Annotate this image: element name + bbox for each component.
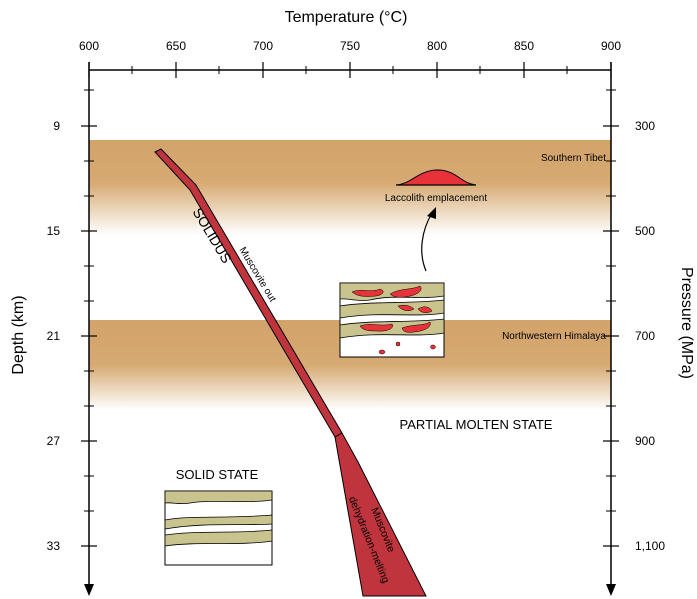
depth-tick-label: 27 (47, 434, 61, 448)
left-axis-arrow (84, 584, 94, 596)
pressure-tick-label: 500 (635, 224, 655, 238)
depth-tick-label: 21 (47, 329, 61, 343)
band-label-northwestern-himalaya: Northwestern Himalaya (502, 331, 606, 342)
pressure-tick-label: 300 (635, 119, 655, 133)
partial-melt-rock-box (339, 282, 445, 358)
temperature-tick-label: 650 (166, 39, 186, 53)
temperature-axis: 600 650 700 750 800 850 900 (79, 39, 621, 78)
solid-state-rock-box (164, 490, 273, 566)
ascent-arrow-head (427, 207, 436, 219)
pressure-tick-label: 700 (635, 329, 655, 343)
pressure-tick-label: 1,100 (635, 539, 665, 553)
right-axis-arrow (606, 584, 616, 596)
temperature-tick-label: 750 (340, 39, 360, 53)
depth-tick-label: 15 (47, 224, 61, 238)
laccolith-shape (395, 169, 477, 186)
depth-tick-label: 9 (53, 119, 60, 133)
partial-molten-state-label: PARTIAL MOLTEN STATE (400, 417, 553, 432)
temperature-axis-title: Temperature (°C) (285, 9, 408, 26)
band-label-southern-tibet: Southern Tibet (541, 153, 606, 164)
depth-tick-label: 33 (47, 539, 61, 553)
ascent-arrow (421, 212, 433, 272)
temperature-tick-label: 700 (253, 39, 273, 53)
pressure-tick-label: 900 (635, 434, 655, 448)
temperature-tick-label: 850 (514, 39, 534, 53)
temperature-tick-label: 800 (427, 39, 447, 53)
band-southern-tibet (89, 140, 611, 235)
pressure-axis-title: Pressure (MPa) (678, 267, 695, 379)
temperature-tick-label: 600 (79, 39, 99, 53)
depth-axis: 9 15 21 27 33 (47, 89, 97, 553)
temperature-tick-label: 900 (601, 39, 621, 53)
solid-state-label: SOLID STATE (176, 467, 259, 482)
depth-axis-title: Depth (km) (10, 295, 27, 374)
dehydration-melting-wedge (334, 432, 427, 597)
laccolith-label: Laccolith emplacement (385, 193, 487, 204)
pressure-axis: 300 500 700 900 1,100 (603, 89, 665, 553)
